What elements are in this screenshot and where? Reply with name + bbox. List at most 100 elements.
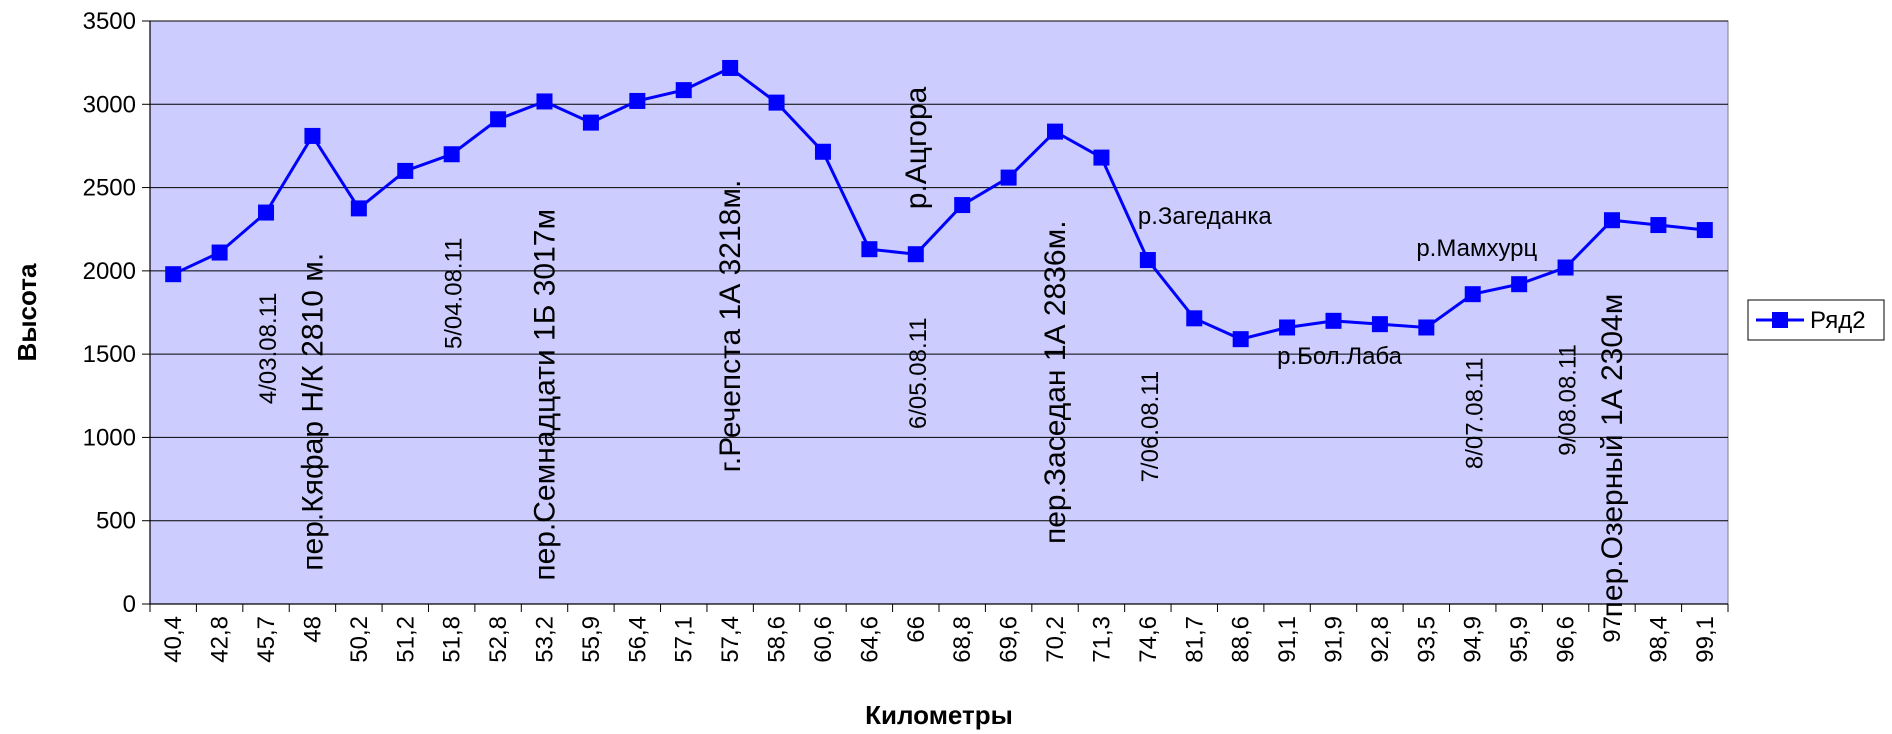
data-point-marker: [1000, 169, 1017, 186]
x-tick-label: 74,6: [1135, 616, 1162, 663]
data-point-marker: [1139, 252, 1156, 269]
x-tick-label: 98,4: [1645, 616, 1672, 663]
data-point-marker: [1325, 312, 1342, 329]
y-tick-label: 1000: [83, 424, 136, 451]
x-tick-label: 70,2: [1042, 616, 1069, 663]
data-point-marker: [675, 82, 692, 99]
y-axis-title: Высота: [12, 263, 42, 361]
x-tick-label: 51,2: [392, 616, 419, 663]
y-tick-label: 2000: [83, 258, 136, 285]
x-tick-label: 99,1: [1692, 616, 1719, 663]
annotation-label: 6/05.08.11: [905, 317, 932, 429]
data-point-marker: [165, 266, 182, 283]
annotation-label: 5/04.08.11: [441, 237, 468, 349]
x-tick-label: 88,6: [1228, 616, 1255, 663]
annotation-label: р.Бол.Лаба: [1277, 343, 1403, 370]
data-point-marker: [861, 241, 878, 258]
legend: Ряд2: [1747, 299, 1885, 341]
x-tick-label: 71,3: [1088, 616, 1115, 663]
data-point-marker: [814, 143, 831, 160]
legend-label: Ряд2: [1810, 307, 1866, 334]
x-tick-label: 94,9: [1460, 616, 1487, 663]
annotation-label: пер.Кяфар Н/К 2810 м.: [296, 253, 329, 571]
data-point-marker: [211, 244, 228, 261]
x-tick-label: 95,9: [1506, 616, 1533, 663]
y-tick-label: 0: [123, 591, 136, 618]
x-tick-label: 42,8: [207, 616, 234, 663]
legend-marker: [1772, 312, 1788, 328]
data-point-marker: [629, 92, 646, 109]
gridlines: [150, 20, 1728, 522]
data-point-marker: [1511, 276, 1528, 293]
data-point-marker: [397, 162, 414, 179]
x-tick-label: 96,6: [1553, 616, 1580, 663]
x-tick-label: 52,8: [485, 616, 512, 663]
x-tick-label: 93,5: [1413, 616, 1440, 663]
x-tick-label: 50,2: [346, 616, 373, 663]
data-point-marker: [1650, 217, 1667, 234]
x-tick-label: 57,4: [717, 616, 744, 663]
annotation-label: 8/07.08.11: [1462, 357, 1489, 469]
annotation-label: р.Ацгора: [900, 86, 933, 209]
data-point-marker: [1418, 319, 1435, 336]
annotation-label: 7/06.08.11: [1137, 371, 1164, 483]
annotations: 4/03.08.11 пер.Кяфар Н/К 2810 м. 5/04.08.1…: [255, 86, 1629, 617]
x-tick-label: 66: [903, 616, 930, 643]
series-line-path: [172, 66, 1705, 341]
data-point-marker: [490, 111, 507, 128]
data-point-marker: [722, 59, 739, 76]
y-tick-label: 3500: [83, 8, 136, 35]
data-point-marker: [304, 127, 321, 144]
data-point-marker: [907, 246, 924, 263]
x-tick-label: 58,6: [764, 616, 791, 663]
annotation-label: пер.Заседан 1А 2836м.: [1039, 220, 1072, 544]
plot-area: [149, 20, 1729, 605]
x-tick-label: 69,6: [996, 616, 1023, 663]
data-point-marker: [1093, 149, 1110, 166]
data-point-marker: [1557, 259, 1574, 276]
axes: 0 500 1000 1500 2000 2500 3000 3500 40,4 42,8 45,7…: [83, 8, 1729, 663]
data-point-marker: [1186, 310, 1203, 327]
data-point-marker: [768, 94, 785, 111]
data-point-marker: [1603, 212, 1620, 229]
annotation-label: р.Загеданка: [1138, 203, 1273, 230]
annotation-label: пер.Озерный 1А 2304м: [1596, 294, 1629, 618]
y-tick-label: 500: [96, 508, 136, 535]
annotation-label: 9/08.08.11: [1555, 344, 1582, 456]
x-tick-label: 91,9: [1321, 616, 1348, 663]
y-tick-label: 1500: [83, 341, 136, 368]
x-axis-title: Километры: [865, 700, 1013, 730]
data-point-marker: [350, 200, 367, 217]
annotation-label: 4/03.08.11: [255, 292, 282, 404]
data-point-marker: [954, 197, 971, 214]
annotation-label: р.Мамхурц: [1416, 235, 1537, 262]
annotation-label: пер.Семнадцати 1Б 3017м: [529, 209, 562, 581]
x-tick-label: 57,1: [671, 616, 698, 663]
x-tick-label: 64,6: [856, 616, 883, 663]
data-point-marker: [582, 114, 599, 131]
x-tick-label: 53,2: [532, 616, 559, 663]
x-tick-label: 51,8: [439, 616, 466, 663]
data-point-marker: [1696, 222, 1713, 239]
y-tick-label: 3000: [83, 91, 136, 118]
x-tick-label: 48: [299, 616, 326, 643]
data-point-marker: [258, 204, 275, 221]
x-tick-label: 60,6: [810, 616, 837, 663]
plot-background: [149, 20, 1729, 605]
data-point-marker: [1464, 286, 1481, 303]
x-tick-label: 45,7: [253, 616, 280, 663]
x-tick-label: 40,4: [160, 616, 187, 663]
x-tick-label: 91,1: [1274, 616, 1301, 663]
data-point-marker: [536, 93, 553, 110]
x-tick-label: 97: [1599, 616, 1626, 643]
series-line: [165, 59, 1713, 348]
x-tick-label: 55,9: [578, 616, 605, 663]
x-tick-label: 56,4: [624, 616, 651, 663]
data-point-marker: [1371, 316, 1388, 333]
x-tick-label: 92,8: [1367, 616, 1394, 663]
data-point-marker: [1047, 123, 1064, 140]
data-point-marker: [1279, 319, 1296, 336]
x-tick-label: 81,7: [1181, 616, 1208, 663]
data-point-marker: [443, 146, 460, 163]
